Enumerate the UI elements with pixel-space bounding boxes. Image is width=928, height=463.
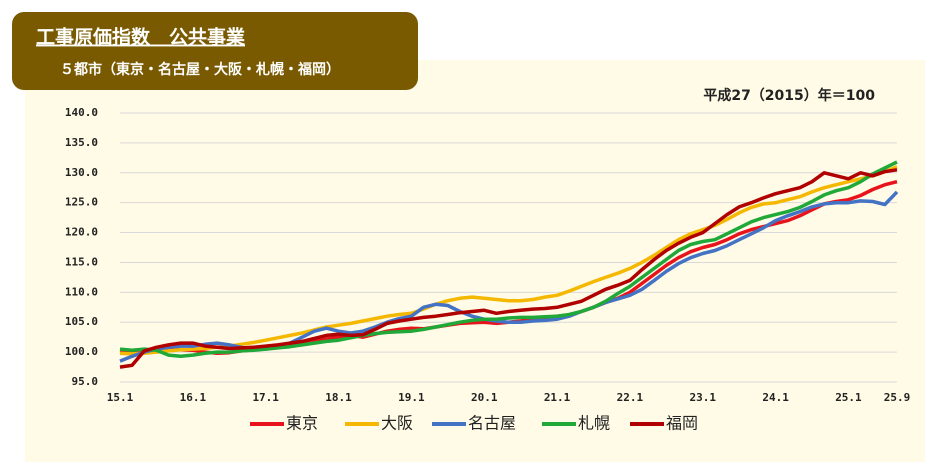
x-tick-label: 25.1 [835,391,862,404]
x-tick-label: 18.1 [325,391,352,404]
x-tick-label: 17.1 [252,391,279,404]
x-tick-label: 23.1 [690,391,717,404]
y-tick-label: 130.0 [65,166,98,179]
y-tick-label: 110.0 [65,285,98,298]
y-tick-label: 100.0 [65,345,98,358]
x-tick-label: 21.1 [544,391,571,404]
x-tick-label: 25.9 [884,391,911,404]
y-tick-label: 135.0 [65,136,98,149]
y-tick-label: 115.0 [65,255,98,268]
y-tick-label: 140.0 [65,106,98,119]
x-tick-label: 16.1 [180,391,207,404]
x-tick-label: 20.1 [471,391,498,404]
legend-label: 福岡 [666,414,698,433]
legend-label: 名古屋 [468,414,516,433]
y-tick-label: 120.0 [65,226,98,239]
chart-panel [25,60,925,462]
x-tick-label: 15.1 [107,391,134,404]
x-tick-label: 22.1 [617,391,644,404]
x-tick-label: 24.1 [762,391,789,404]
y-tick-label: 95.0 [72,375,99,388]
series-line [119,160,898,359]
x-tick-label: 19.1 [398,391,425,404]
series-line [119,168,898,369]
y-tick-label: 105.0 [65,315,98,328]
base-note: 平成27（2015）年＝100 [703,87,875,104]
legend-label: 札幌 [578,414,610,433]
title-box [12,12,418,90]
chart-subtitle: ５都市（東京・名古屋・大阪・札幌・福岡） [60,61,340,78]
legend-label: 大阪 [381,414,413,433]
chart-title: 工事原価指数 公共事業 [36,26,246,49]
series-line [119,165,898,356]
y-tick-label: 125.0 [65,196,98,209]
legend-label: 東京 [286,414,318,433]
